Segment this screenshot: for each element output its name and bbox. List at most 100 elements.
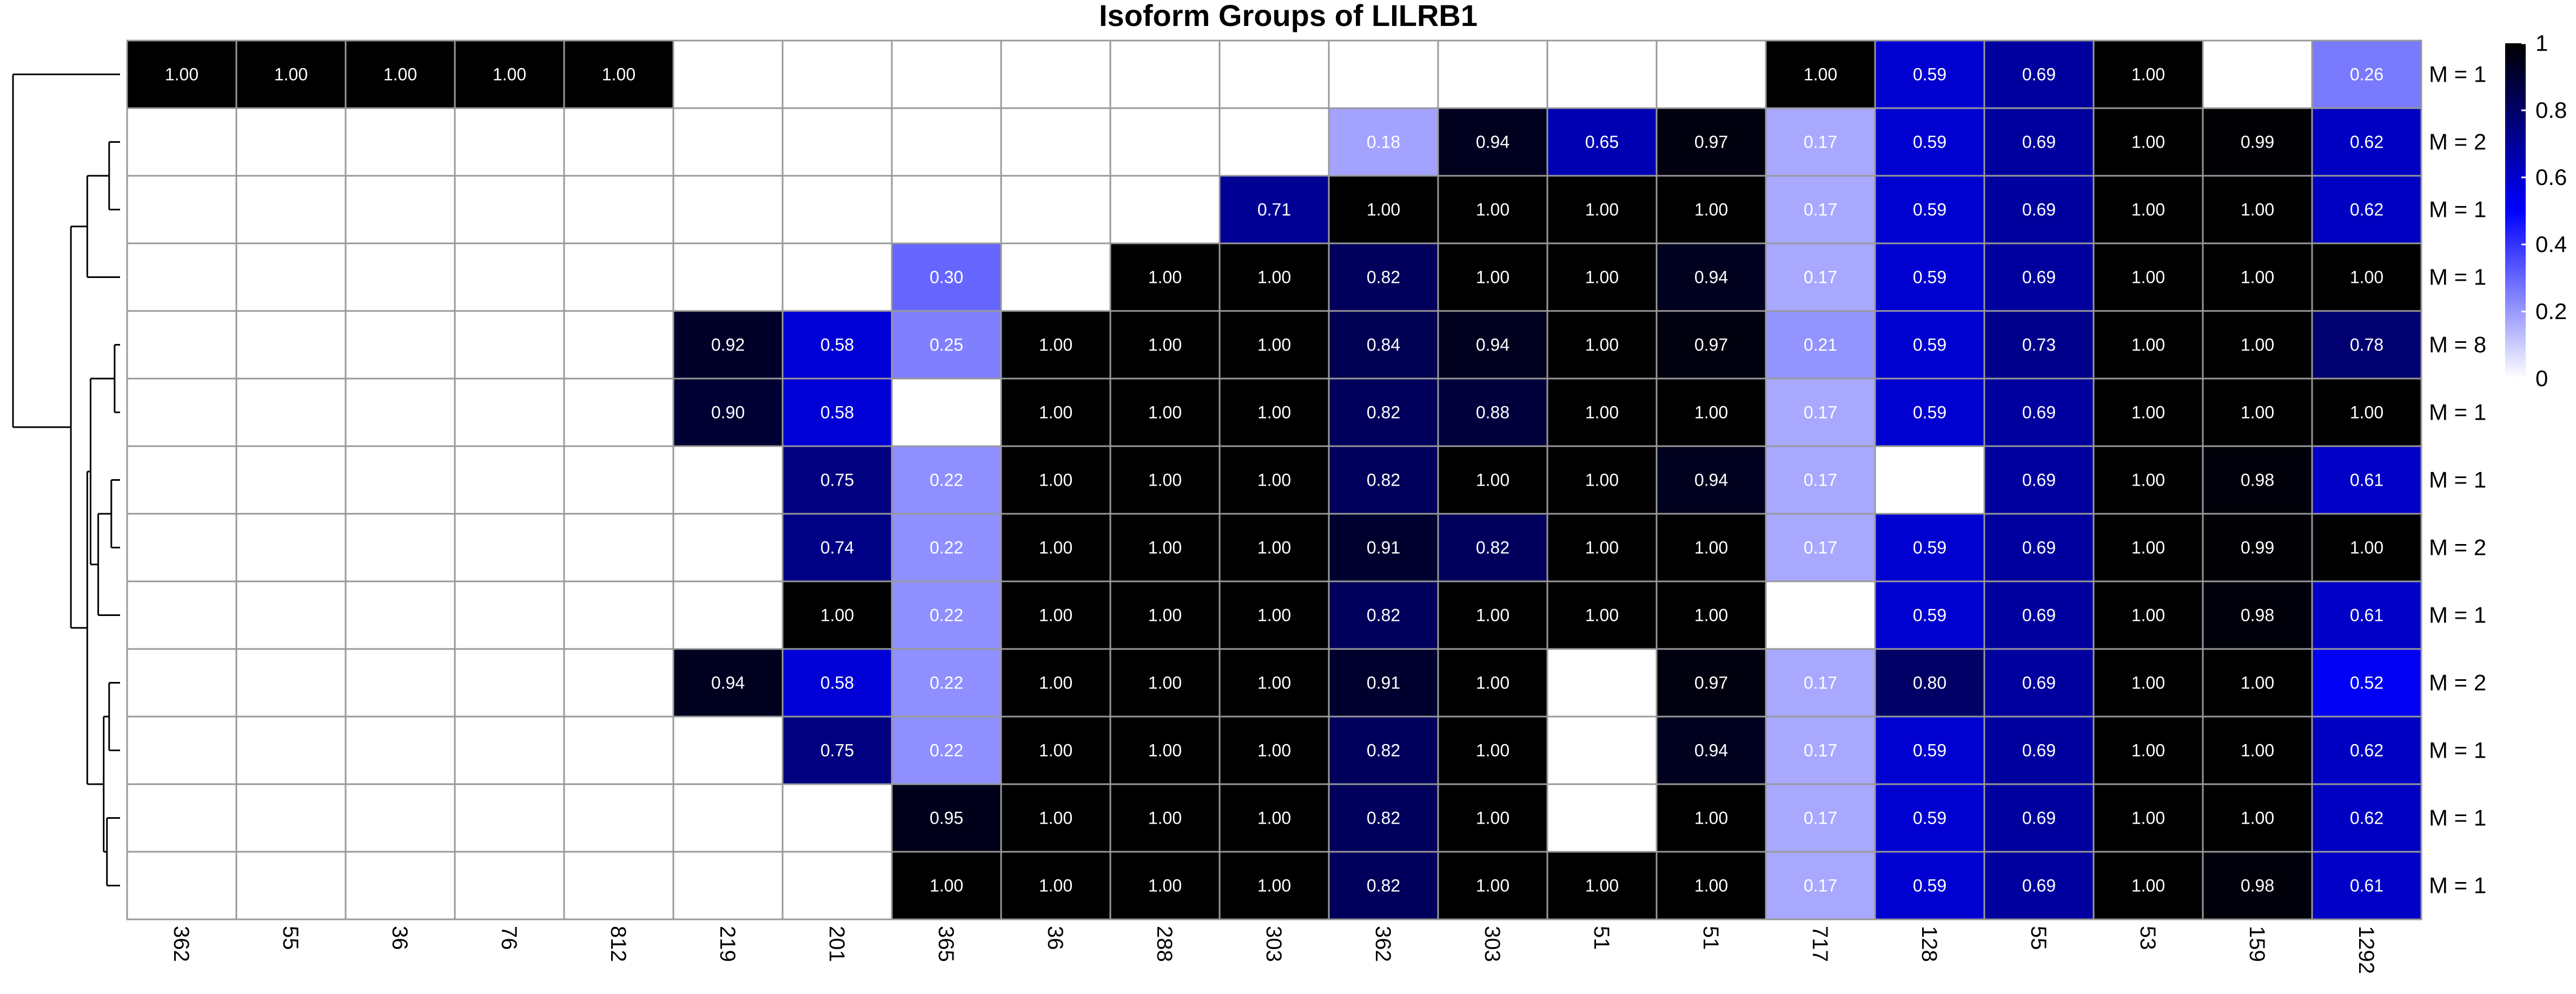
heatmap-cell [345, 648, 456, 718]
row-label: M = 1 [2429, 62, 2486, 87]
heatmap-cell [345, 39, 456, 109]
heatmap-cell [1000, 107, 1111, 177]
cell-value-label: 1.00 [1476, 741, 1509, 760]
cell-value-label: 0.94 [1476, 132, 1509, 152]
heatmap-cell [1109, 175, 1221, 244]
heatmap-cell [454, 783, 565, 853]
cell-value-label: 1.00 [165, 65, 198, 84]
heatmap-cell [126, 445, 237, 515]
heatmap-cell [345, 580, 456, 650]
cell-value-label: 1.00 [602, 65, 635, 84]
cell-value-label: 1.00 [1257, 538, 1291, 558]
heatmap-cell [672, 648, 784, 718]
heatmap-cell [1765, 648, 1876, 718]
column-label: 1292 [2354, 926, 2378, 974]
heatmap-cell [345, 175, 456, 244]
heatmap-cell [1983, 377, 2095, 447]
heatmap-cell [1000, 39, 1111, 109]
cell-value-label: 0.91 [1367, 673, 1400, 693]
heatmap-cell [782, 580, 893, 650]
cell-value-label: 0.94 [1694, 741, 1728, 760]
cell-value-label: 0.91 [1367, 538, 1400, 558]
heatmap-cell [1655, 377, 1767, 447]
heatmap-cell [1765, 783, 1876, 853]
cell-value-label: 0.95 [930, 809, 963, 828]
heatmap-cell [126, 107, 237, 177]
heatmap-cell [2202, 107, 2313, 177]
heatmap-cell [782, 310, 893, 380]
heatmap-cell [235, 310, 347, 380]
heatmap-cell [672, 310, 784, 380]
heatmap-cell [2202, 783, 2313, 853]
cell-value-label: 0.17 [1804, 200, 1837, 220]
cell-value-label: 1.00 [1694, 876, 1728, 896]
cell-value-label: 0.22 [930, 538, 963, 558]
heatmap-cell [1109, 310, 1221, 380]
heatmap-cell [1437, 107, 1548, 177]
cell-value-label: 0.59 [1913, 538, 1946, 558]
heatmap-cell [1437, 851, 1548, 920]
column-label: 51 [1699, 926, 1723, 950]
heatmap-cell [454, 445, 565, 515]
heatmap-cell [1874, 580, 1985, 650]
heatmap-cell [126, 513, 237, 582]
column-label: 365 [934, 926, 958, 962]
cell-value-label: 1.00 [2241, 741, 2274, 760]
row-label: M = 2 [2429, 129, 2486, 155]
cell-value-label: 1.00 [383, 65, 417, 84]
heatmap-cell [454, 175, 565, 244]
cell-value-label: 0.17 [1804, 471, 1837, 490]
heatmap-cell [782, 39, 893, 109]
cell-value-label: 1.00 [1257, 606, 1291, 625]
heatmap-cell [782, 715, 893, 785]
heatmap-cell [2092, 851, 2204, 920]
heatmap-cell [345, 513, 456, 582]
row-label: M = 8 [2429, 332, 2486, 357]
cell-value-label: 1.00 [1804, 65, 1837, 84]
column-label: 362 [169, 926, 193, 962]
heatmap-cell [2092, 513, 2204, 582]
legend-tick-label: 1 [2535, 30, 2548, 56]
heatmap-cell [2202, 715, 2313, 785]
heatmap-cell [563, 175, 674, 244]
cell-value-label: 1.00 [2131, 538, 2165, 558]
cell-value-label: 1.00 [1148, 471, 1182, 490]
row-label: M = 1 [2429, 738, 2486, 763]
column-label: 36 [388, 926, 412, 950]
cell-value-label: 0.69 [2022, 741, 2056, 760]
heatmap-cell [563, 851, 674, 920]
row-label: M = 1 [2429, 197, 2486, 222]
heatmap-cell [235, 175, 347, 244]
cell-value-label: 0.59 [1913, 65, 1946, 84]
cell-value-label: 1.00 [2131, 335, 2165, 355]
heatmap-cell [1000, 445, 1111, 515]
heatmap-cell [1437, 715, 1548, 785]
cell-value-label: 1.00 [1476, 471, 1509, 490]
heatmap-cell [2092, 310, 2204, 380]
heatmap-cell [1874, 851, 1985, 920]
cell-value-label: 1.00 [1039, 538, 1072, 558]
heatmap-cell [2311, 310, 2422, 380]
heatmap-cell [1765, 445, 1876, 515]
cell-value-label: 1.00 [2131, 268, 2165, 287]
cell-value-label: 0.25 [930, 335, 963, 355]
row-label: M = 1 [2429, 873, 2486, 898]
heatmap-cell [2311, 715, 2422, 785]
cell-value-label: 1.00 [1148, 403, 1182, 422]
cell-value-label: 0.69 [2022, 471, 2056, 490]
heatmap-cell [1874, 513, 1985, 582]
heatmap-cell [563, 242, 674, 312]
cell-value-label: 0.69 [2022, 606, 2056, 625]
heatmap-cell [454, 513, 565, 582]
heatmap-cell [1109, 715, 1221, 785]
row-label: M = 1 [2429, 805, 2486, 831]
cell-value-label: 0.98 [2241, 471, 2274, 490]
cell-value-label: 1.00 [2350, 268, 2383, 287]
cell-value-label: 0.17 [1804, 741, 1837, 760]
column-label: 812 [606, 926, 630, 962]
cell-value-label: 1.00 [1476, 268, 1509, 287]
heatmap-cell [2092, 715, 2204, 785]
heatmap-cell [235, 513, 347, 582]
heatmap-cell [2311, 39, 2422, 109]
cell-value-label: 1.00 [1585, 606, 1619, 625]
